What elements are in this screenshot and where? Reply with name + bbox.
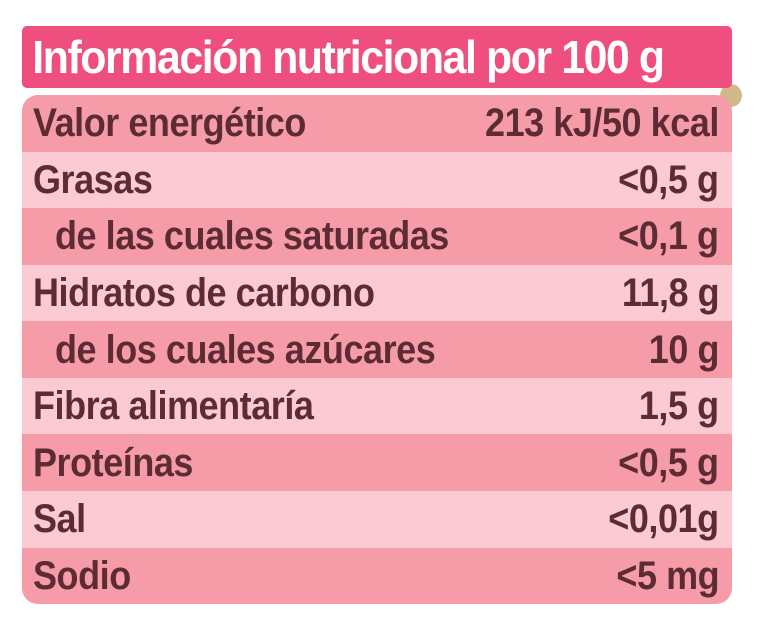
table-row: Proteínas <0,5 g — [22, 434, 732, 491]
nutrient-name: Sal — [33, 497, 86, 542]
nutrient-value: <0,5 g — [618, 440, 720, 485]
nutrient-value: <0,1 g — [618, 214, 720, 259]
nutrient-name: Valor energético — [33, 101, 306, 146]
nutrient-name: Hidratos de carbono — [33, 270, 375, 315]
nutrient-value: <0,5 g — [618, 157, 720, 202]
table-row: Sodio <5 mg — [22, 547, 732, 604]
nutrient-name: Grasas — [33, 157, 153, 202]
nutrient-name: de las cuales saturadas — [55, 214, 449, 259]
nutrient-value: 213 kJ/50 kcal — [485, 101, 719, 146]
table-row: Fibra alimentaría 1,5 g — [22, 377, 732, 435]
nutrient-value: 11,8 g — [621, 270, 720, 315]
nutrient-name: de los cuales azúcares — [55, 327, 436, 372]
nutrient-value: <0,01g — [608, 497, 720, 542]
table-row: Valor energético 213 kJ/50 kcal — [22, 95, 732, 152]
nutrient-value: 1,5 g — [639, 384, 719, 429]
nutrient-value: <5 mg — [616, 553, 719, 598]
table-row: de las cuales saturadas <0,1 g — [22, 208, 732, 265]
label-header: Información nutricional por 100 g — [22, 26, 732, 88]
nutrient-name: Fibra alimentaría — [33, 384, 314, 429]
table-row: Grasas <0,5 g — [22, 151, 732, 209]
table-row: Sal <0,01g — [22, 490, 732, 548]
label-title: Información nutricional por 100 g — [32, 31, 665, 83]
nutrition-table: Valor energético 213 kJ/50 kcal Grasas <… — [22, 95, 732, 604]
nutrient-name: Proteínas — [33, 440, 194, 485]
nutrient-value: 10 g — [648, 327, 720, 372]
table-row: Hidratos de carbono 11,8 g — [22, 264, 732, 322]
table-row: de los cuales azúcares 10 g — [22, 321, 732, 378]
nutrient-name: Sodio — [33, 553, 131, 598]
